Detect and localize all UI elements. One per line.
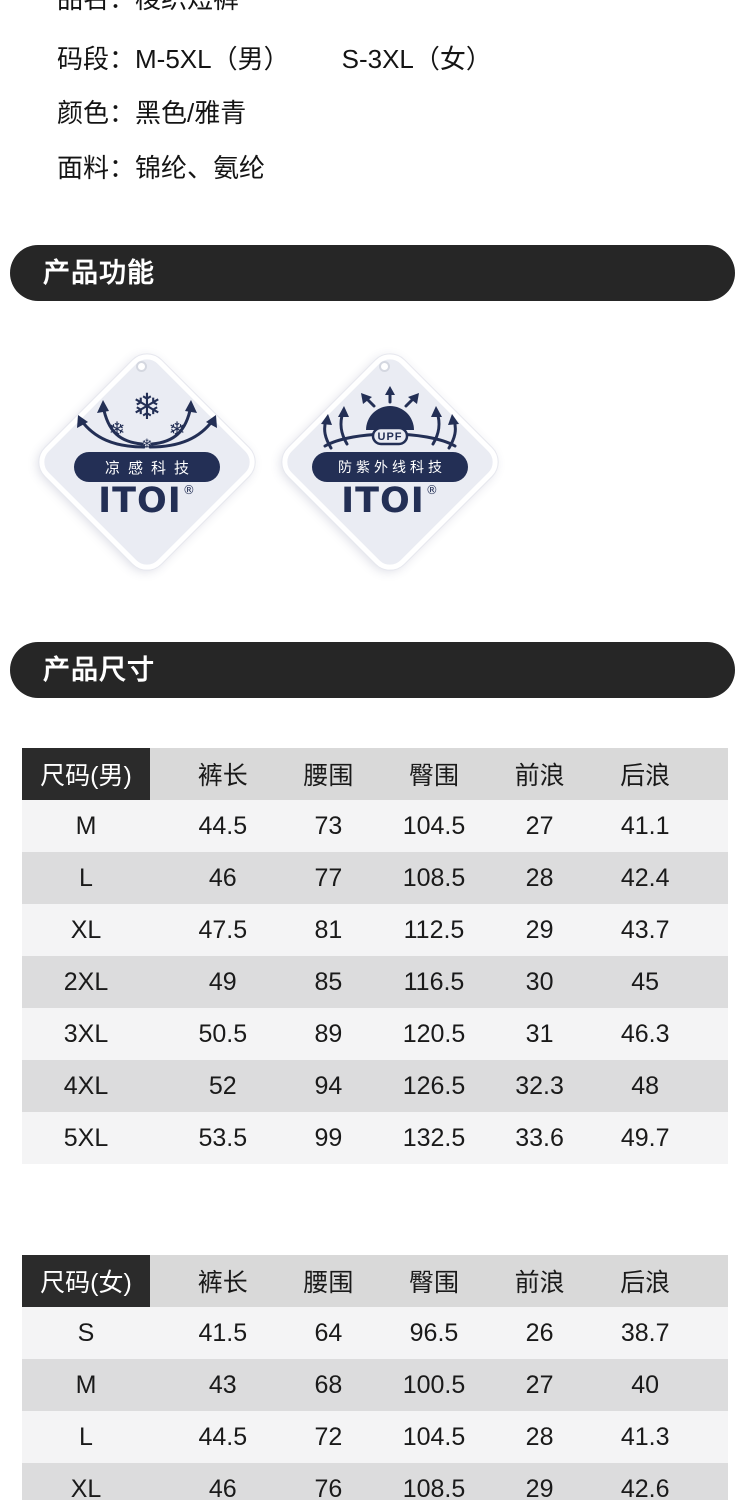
info-value: M-5XL（男）	[135, 44, 290, 74]
column-header: 裤长	[197, 762, 248, 790]
table-row: M 43 68 100.5 27 40	[22, 1359, 728, 1411]
registered-mark: ®	[425, 483, 439, 497]
tag-hole	[136, 361, 147, 372]
info-value: 黑色/雅青	[135, 98, 247, 128]
table-row: 3XL 50.5 89 120.5 31 46.3	[22, 1008, 728, 1060]
badge-label-pill: 防紫外线科技	[312, 452, 468, 482]
column-header: 腰围	[303, 762, 354, 790]
info-label: 颜色：	[57, 98, 136, 128]
table-row: 4XL 52 94 126.5 32.3 48	[22, 1060, 728, 1112]
info-value: 锦纶、氨纶	[135, 153, 266, 183]
hang-tag-cooling: ❄ ❄ ❄ ❄ 凉感科技 ITOI®	[31, 346, 263, 578]
snowflake-icon: ❄	[132, 387, 162, 428]
table-row: 5XL 53.5 99 132.5 33.6 49.7	[22, 1112, 728, 1164]
snowflake-cooling-icon: ❄ ❄ ❄ ❄	[77, 387, 217, 450]
section-banner-sizes: 产品尺寸	[10, 642, 735, 698]
hang-tag-uv-protection: UPF 防紫外线科技 ITOI®	[274, 346, 506, 578]
table-row: 2XL 49 85 116.5 30 45	[22, 956, 728, 1008]
column-header: 臀围	[408, 762, 459, 790]
table-row: L 46 77 108.5 28 42.4	[22, 852, 728, 904]
column-header: 腰围	[303, 1269, 354, 1297]
badge-label: 凉感科技	[104, 459, 197, 477]
info-value-2: S-3XL（女）	[341, 44, 492, 74]
section-banner-features: 产品功能	[10, 245, 735, 301]
upf-label: UPF	[378, 431, 403, 443]
table-row: XL 46 76 108.5 29 42.6	[22, 1463, 728, 1500]
tag-hole	[379, 361, 390, 372]
table-corner-cell: 尺码(男)	[22, 748, 150, 800]
size-table-men: 尺码(男) 裤长 腰围 臀围 前浪 后浪 M 44.5 73 104.5 27 …	[22, 748, 728, 1164]
column-header: 前浪	[514, 1269, 565, 1297]
column-header: 前浪	[514, 762, 565, 790]
snowflake-icon: ❄	[142, 437, 153, 450]
info-line-color: 颜色：黑色/雅青	[57, 98, 246, 128]
section-title: 产品尺寸	[43, 655, 155, 685]
column-header: 裤长	[197, 1269, 248, 1297]
info-line-fabric: 面料：锦纶、氨纶	[57, 153, 265, 183]
info-line-product-name: 品名：梭织短裤	[57, 0, 239, 14]
table-header-row: 尺码(男) 裤长 腰围 臀围 前浪 后浪	[22, 748, 728, 800]
table-row: L 44.5 72 104.5 28 41.3	[22, 1411, 728, 1463]
badge-label: 防紫外线科技	[338, 459, 446, 475]
column-header: 后浪	[620, 1269, 671, 1297]
column-header: 臀围	[408, 1269, 459, 1297]
table-row: XL 47.5 81 112.5 29 43.7	[22, 904, 728, 956]
snowflake-icon: ❄	[169, 417, 186, 441]
size-table-women: 尺码(女) 裤长 腰围 臀围 前浪 后浪 S 41.5 64 96.5 26 3…	[22, 1255, 728, 1500]
section-title: 产品功能	[43, 258, 155, 288]
table-header-row: 尺码(女) 裤长 腰围 臀围 前浪 后浪	[22, 1255, 728, 1307]
badge-label-pill: 凉感科技	[74, 452, 220, 482]
registered-mark: ®	[182, 483, 196, 497]
brand-logo: ITOI®	[98, 481, 196, 521]
uv-protection-sun-icon: UPF	[321, 386, 459, 450]
info-value: 梭织短裤	[135, 0, 239, 14]
info-label: 码段：	[57, 44, 136, 74]
brand-logo: ITOI®	[341, 481, 439, 521]
table-corner-cell: 尺码(女)	[22, 1255, 150, 1307]
info-label: 品名：	[57, 0, 135, 14]
column-header: 后浪	[620, 762, 671, 790]
table-row: S 41.5 64 96.5 26 38.7	[22, 1307, 728, 1359]
info-label: 面料：	[57, 153, 136, 183]
snowflake-icon: ❄	[109, 417, 126, 441]
table-row: M 44.5 73 104.5 27 41.1	[22, 800, 728, 852]
info-line-size-range: 码段：M-5XL（男） S-3XL（女）	[57, 44, 492, 74]
